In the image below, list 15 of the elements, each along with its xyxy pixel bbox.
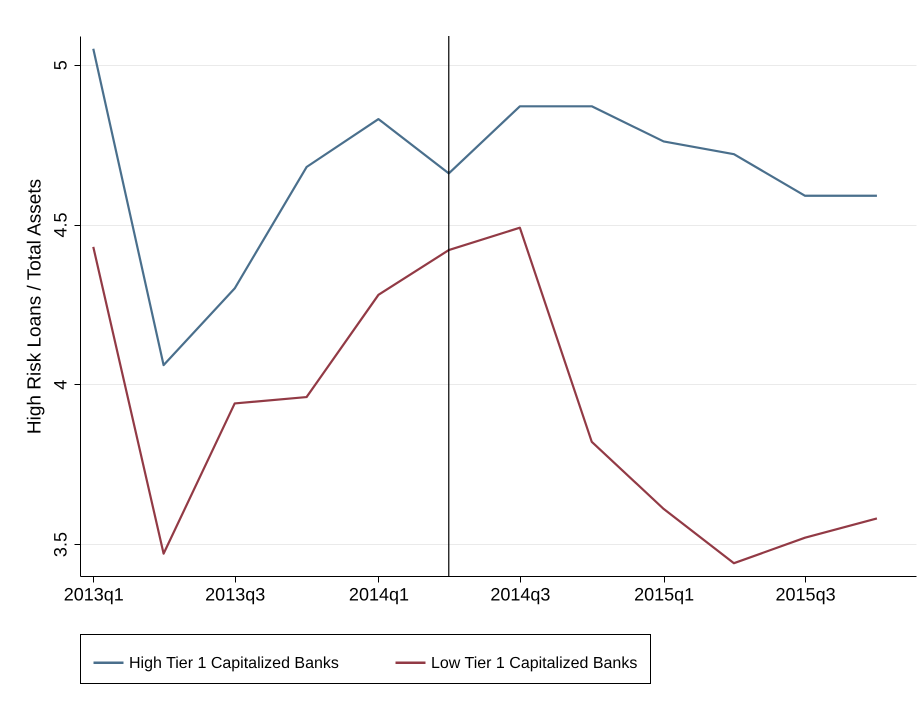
x-tick-label: 2015q1	[634, 584, 694, 604]
line-series	[92, 226, 878, 564]
line-series	[92, 48, 878, 366]
x-tick-label: 2015q3	[776, 584, 836, 604]
y-axis-title: High Risk Loans / Total Assets	[24, 178, 46, 434]
x-tick-label: 2014q1	[348, 584, 409, 604]
x-tick-label: 2013q1	[64, 584, 124, 604]
x-tick-label: 2013q3	[205, 584, 266, 604]
legend-label: High Tier 1 Capitalized Banks	[129, 654, 339, 672]
y-tick-label: 3.5	[50, 532, 70, 558]
legend-label: Low Tier 1 Capitalized Banks	[431, 654, 638, 672]
y-tick-label: 4.5	[50, 212, 70, 238]
y-tick-label: 4	[50, 380, 70, 390]
x-tick-label: 2014q3	[490, 584, 550, 604]
y-tick-label: 5	[50, 60, 70, 70]
